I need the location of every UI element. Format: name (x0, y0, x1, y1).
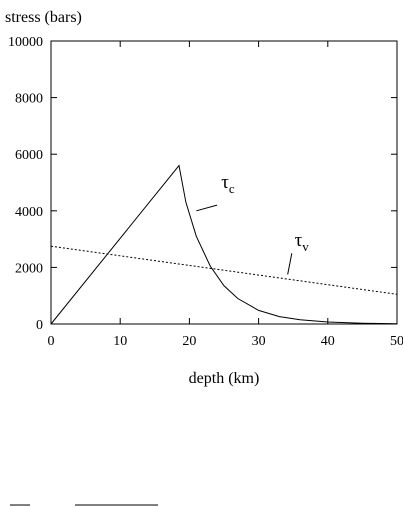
y-tick-label: 10000 (8, 35, 43, 50)
x-tick-label: 30 (252, 334, 266, 349)
x-tick-label: 50 (390, 334, 403, 349)
series-line-tau-v (50, 245, 398, 295)
y-tick-label: 6000 (15, 148, 43, 163)
x-tick-label: 40 (321, 334, 335, 349)
annotation-leader-tau-c (196, 204, 218, 212)
annotation-layer: τc τv (196, 172, 310, 275)
series-line-tau-c (50, 164, 398, 325)
plot-frame (50, 40, 398, 325)
x-tick-label: 10 (113, 334, 127, 349)
x-tick-label: 20 (182, 334, 196, 349)
x-axis-label: depth (km) (189, 370, 260, 387)
annotation-label-tau-v: τv (295, 230, 310, 254)
annotation-label-tau-c: τc (221, 172, 235, 196)
annotation-leader-tau-v (287, 253, 293, 275)
y-tick-label: 2000 (15, 261, 43, 276)
x-tick-label: 0 (48, 334, 55, 349)
y-axis-ticks: 0 2000 4000 6000 8000 10000 (8, 35, 397, 333)
y-tick-label: 8000 (15, 92, 43, 107)
y-tick-label: 4000 (15, 205, 43, 220)
series-layer (50, 164, 398, 325)
y-tick-label: 0 (36, 318, 43, 333)
y-axis-label: stress (bars) (5, 9, 82, 26)
x-axis-ticks: 0 10 20 30 40 50 (48, 41, 403, 349)
